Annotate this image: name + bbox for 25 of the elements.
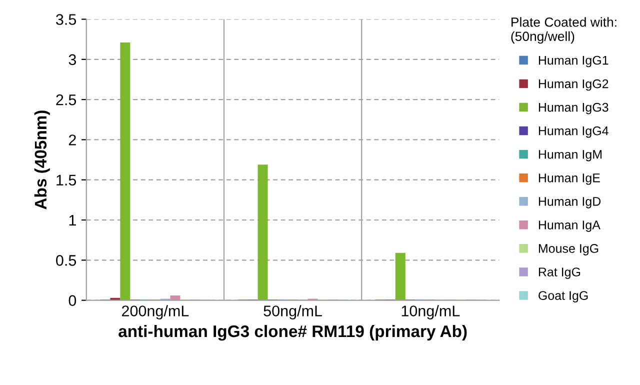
y-tick-label: 2	[68, 134, 76, 146]
legend-label: Goat IgG	[538, 291, 588, 302]
y-tick-label: 0	[68, 295, 76, 306]
legend-label: Human IgA	[538, 220, 600, 232]
legend-label: Human IgG4	[538, 126, 608, 138]
x-axis-title: anti-human IgG3 clone# RM119 (primary Ab)	[118, 324, 467, 341]
legend-label: Human IgM	[538, 150, 602, 162]
y-tick-label: 0.5	[56, 255, 76, 266]
legend-label: Rat IgG	[538, 268, 580, 279]
y-tick-label: 3.5	[56, 14, 76, 25]
y-tick-label: 3	[68, 54, 76, 66]
legend-label: Human IgG2	[538, 79, 608, 91]
x-tick-label: 200ng/mL	[122, 305, 189, 320]
legend-label: Human IgG3	[538, 102, 608, 114]
legend-label: Human IgE	[538, 174, 600, 185]
legend-label: Human IgG1	[538, 56, 608, 68]
y-axis-title: Abs (405nm)	[34, 110, 50, 210]
legend-label: Mouse IgG	[538, 244, 598, 256]
y-tick-label: 2.5	[56, 94, 76, 106]
legend-label: Human IgD	[538, 197, 601, 208]
legend-title: Plate Coated with: (50ng/well)	[511, 17, 616, 44]
x-tick-label: 50ng/mL	[264, 305, 322, 320]
y-tick-label: 1	[69, 215, 76, 226]
y-tick-label: 1.5	[56, 174, 76, 186]
x-tick-label: 10ng/mL	[402, 305, 460, 320]
